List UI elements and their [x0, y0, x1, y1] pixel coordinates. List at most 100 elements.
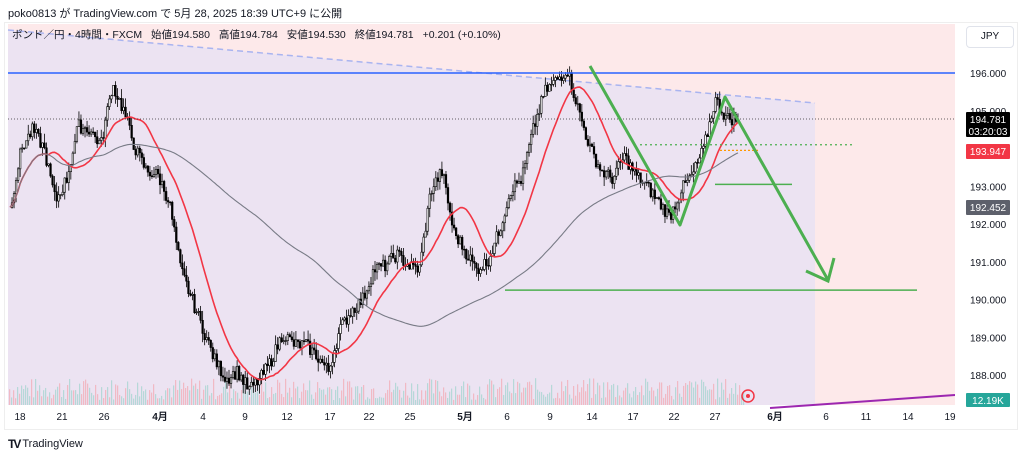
volume-bar	[301, 391, 303, 405]
volume-bar	[359, 393, 361, 405]
candle-body	[627, 155, 630, 170]
volume-bar	[389, 380, 391, 405]
candle-body	[428, 193, 431, 209]
candle-body	[519, 181, 523, 184]
candle-body	[288, 334, 291, 338]
trendline-dashed	[7, 29, 816, 104]
candle-body	[144, 165, 147, 168]
candle-body	[112, 85, 115, 97]
volume-bar	[71, 390, 73, 405]
candle-body	[242, 374, 245, 385]
volume-bar	[415, 399, 417, 405]
candle-body	[90, 131, 93, 135]
volume-bar	[481, 394, 483, 405]
candle-body	[134, 149, 137, 156]
volume-bar	[597, 382, 599, 405]
volume-bar	[297, 386, 299, 405]
candle-body	[454, 227, 458, 236]
tradingview-logo[interactable]: TV TradingView	[8, 437, 83, 451]
candle-body	[351, 307, 354, 317]
volume-bar	[625, 387, 627, 405]
candle-body	[495, 231, 498, 244]
volume-bar	[703, 381, 705, 405]
candle-body	[195, 311, 198, 314]
time-tick: 6	[823, 412, 829, 423]
volume-bar	[147, 399, 149, 405]
candle-body	[661, 204, 665, 210]
time-tick: 21	[56, 412, 68, 423]
candle-body	[120, 98, 123, 111]
candle-body	[124, 106, 127, 118]
volume-bar	[435, 380, 437, 405]
volume-bar	[367, 397, 369, 405]
volume-bar	[79, 383, 81, 405]
volume-bar	[61, 397, 63, 405]
candle-body	[163, 181, 166, 192]
volume-bar	[451, 388, 453, 405]
chart-frame	[4, 22, 1018, 430]
candle-body	[716, 97, 719, 100]
volume-bar	[607, 382, 609, 405]
time-tick: 22	[668, 412, 680, 423]
volume-bar	[291, 397, 293, 405]
volume-bar	[547, 393, 549, 405]
volume-bar	[363, 385, 365, 405]
volume-bar	[217, 395, 219, 405]
candle-body	[266, 363, 269, 366]
candle-body	[71, 152, 74, 165]
volume-bar	[431, 379, 433, 405]
time-tick: 9	[547, 412, 553, 423]
volume-bar	[643, 395, 645, 405]
volume-bar	[649, 390, 651, 405]
candle-body	[540, 96, 543, 114]
volume-bar	[631, 397, 633, 405]
symbol-label[interactable]: ポンド／円・4時間・FXCM	[12, 29, 143, 41]
volume-bar	[51, 398, 53, 405]
candle-body	[191, 294, 194, 296]
price-tick: 188.000	[970, 371, 1007, 382]
candle-body	[503, 215, 506, 224]
candle-body	[635, 168, 638, 176]
volume-bar	[93, 395, 95, 405]
candle-body	[392, 253, 395, 259]
candle-body	[231, 371, 235, 378]
candle-body	[270, 358, 273, 367]
time-tick: 14	[586, 412, 598, 423]
volume-bar	[139, 396, 141, 405]
currency-button[interactable]: JPY	[966, 26, 1014, 48]
candle-body	[81, 128, 85, 134]
volume-bar	[165, 390, 167, 405]
tv-logo-icon: TV	[8, 437, 21, 451]
volume-bar	[729, 393, 731, 405]
candle-body	[473, 261, 476, 264]
volume-bar	[409, 397, 411, 405]
volume-bar	[659, 382, 661, 405]
candle-body	[264, 363, 267, 375]
candle-body	[321, 358, 324, 363]
volume-bar	[633, 391, 635, 405]
volume-bar	[207, 385, 209, 405]
candle-body	[233, 371, 237, 380]
volume-bar	[89, 387, 91, 405]
volume-bar	[351, 387, 353, 405]
candle-body	[375, 263, 379, 273]
volume-bar	[55, 389, 57, 405]
volume-bar	[557, 392, 559, 405]
volume-bar	[183, 382, 185, 405]
ma-fast-label: 193.947	[970, 147, 1007, 158]
candle-body	[615, 167, 618, 177]
volume-bar	[63, 390, 65, 405]
candle-body	[582, 120, 585, 128]
volume-bar	[549, 392, 551, 405]
volume-bar	[617, 385, 619, 405]
volume-bar	[45, 387, 47, 405]
volume-bar	[403, 390, 405, 405]
volume-bar	[279, 382, 281, 405]
candle-body	[75, 126, 79, 142]
volume-bar	[439, 391, 441, 405]
volume-bar	[609, 389, 611, 405]
volume-bar	[671, 395, 673, 405]
volume-bar	[453, 399, 455, 405]
volume-bar	[665, 393, 667, 405]
